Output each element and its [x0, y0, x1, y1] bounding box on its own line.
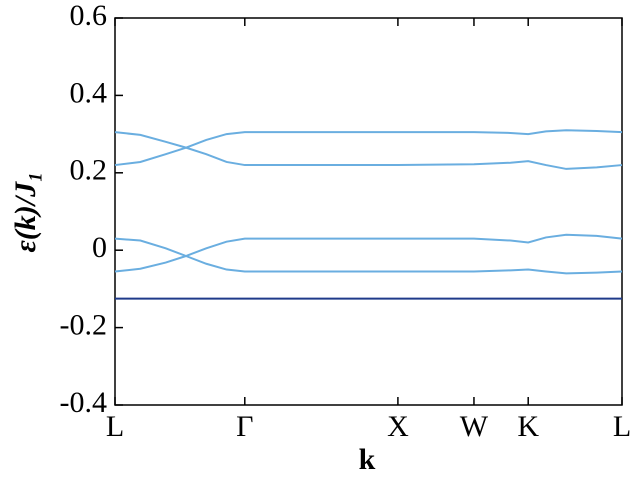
- x-tick-label: Γ: [236, 410, 253, 443]
- band-line: [114, 233, 623, 273]
- y-tick-label: 0.4: [70, 76, 108, 109]
- x-tick-label: W: [460, 410, 489, 443]
- band-line: [114, 129, 623, 167]
- x-tick-label: L: [106, 410, 124, 443]
- band-line: [114, 131, 623, 170]
- x-tick-label: L: [613, 410, 631, 443]
- y-axis-label: ε(k)/J₁: [9, 171, 42, 252]
- y-tick-label: 0.2: [70, 154, 108, 187]
- x-tick-label: K: [517, 410, 539, 443]
- plot-frame: [114, 17, 623, 406]
- x-axis-label: k: [359, 443, 376, 476]
- y-tick-label: 0: [92, 231, 107, 264]
- y-tick-label: -0.4: [60, 386, 108, 419]
- y-tick-label: -0.2: [60, 308, 108, 341]
- band-line: [114, 237, 623, 275]
- x-tick-label: X: [387, 410, 409, 443]
- y-tick-label: 0.6: [70, 0, 108, 32]
